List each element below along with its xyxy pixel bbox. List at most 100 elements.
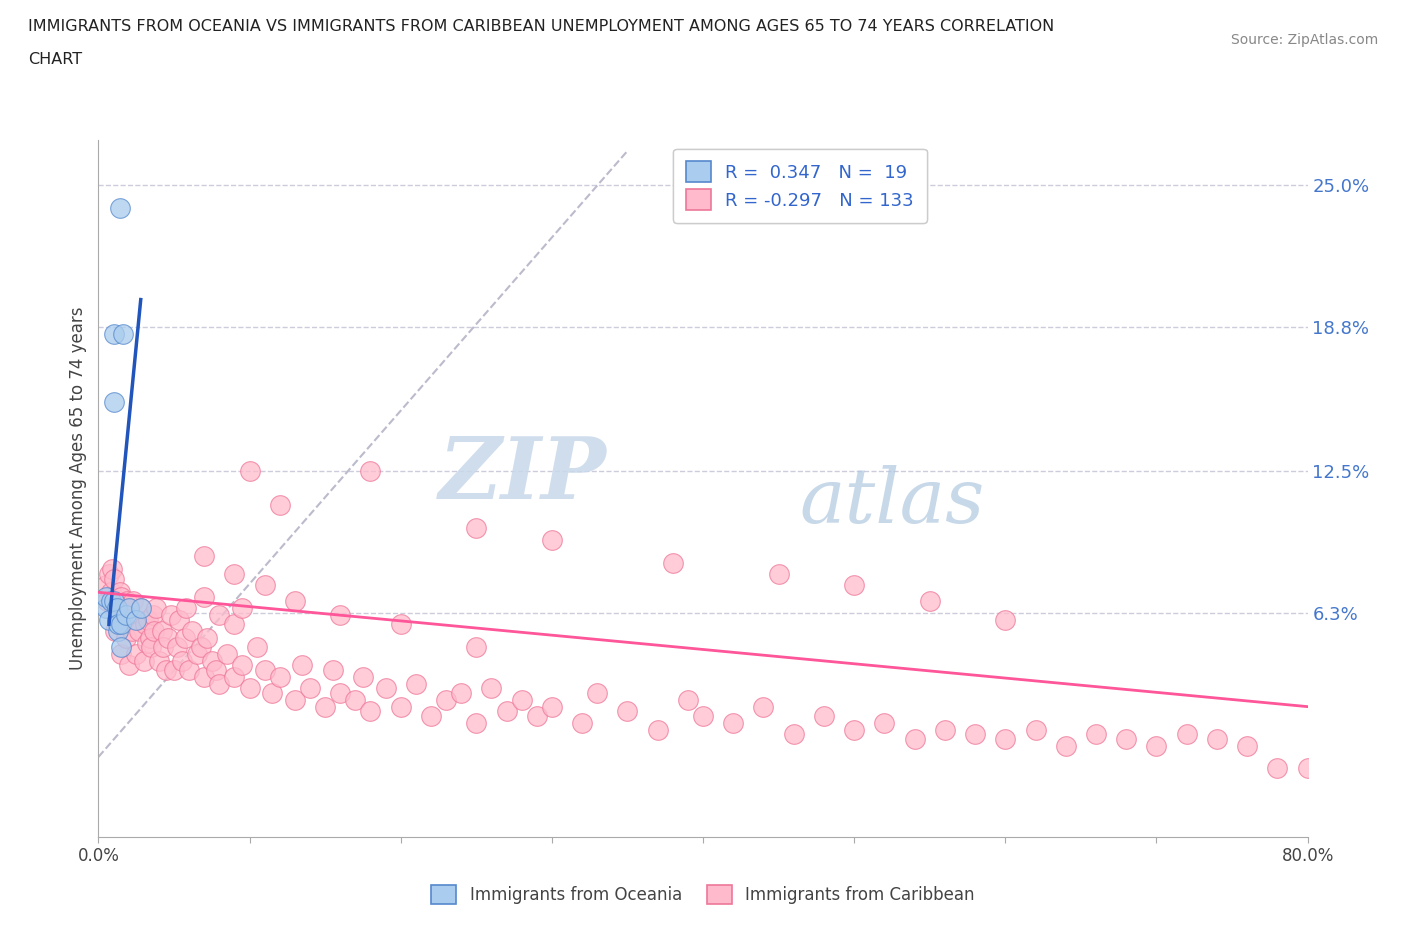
Point [616, 704, 638, 719]
Point [186, 646, 208, 661]
Point [94, 601, 117, 616]
Point [100, 594, 122, 609]
Point [193, 549, 215, 564]
Point [1206, 731, 1229, 746]
Point [163, 662, 186, 677]
Point [215, 646, 238, 661]
Point [152, 640, 174, 655]
Point [139, 631, 162, 645]
Point [114, 607, 136, 622]
Point [150, 624, 173, 639]
Legend: R =  0.347   N =  19, R = -0.297   N = 133: R = 0.347 N = 19, R = -0.297 N = 133 [673, 149, 927, 223]
Point [352, 670, 374, 684]
Point [965, 726, 987, 741]
Point [844, 722, 866, 737]
Point [103, 326, 125, 341]
Point [134, 617, 156, 631]
Point [314, 699, 336, 714]
Point [205, 662, 228, 677]
Point [201, 654, 224, 669]
Point [420, 709, 443, 724]
Point [103, 601, 125, 616]
Point [1357, 784, 1379, 799]
Point [148, 654, 170, 669]
Point [129, 601, 152, 616]
Point [125, 646, 148, 661]
Point [128, 624, 150, 639]
Point [115, 594, 138, 609]
Point [269, 670, 291, 684]
Point [105, 601, 128, 616]
Point [110, 640, 132, 655]
Point [239, 681, 262, 696]
Point [510, 692, 533, 707]
Point [540, 699, 562, 714]
Point [783, 726, 806, 741]
Point [224, 566, 246, 581]
Point [224, 670, 246, 684]
Point [100, 585, 122, 600]
Point [904, 731, 927, 746]
Point [103, 594, 125, 609]
Point [1175, 726, 1198, 741]
Point [122, 594, 145, 609]
Point [662, 555, 685, 570]
Point [1054, 738, 1077, 753]
Point [107, 624, 129, 639]
Y-axis label: Unemployment Among Ages 65 to 74 years: Unemployment Among Ages 65 to 74 years [69, 307, 87, 670]
Point [994, 612, 1017, 627]
Point [118, 601, 141, 616]
Point [246, 640, 269, 655]
Point [111, 326, 134, 341]
Point [141, 640, 163, 655]
Point [676, 692, 699, 707]
Point [344, 692, 367, 707]
Point [108, 585, 131, 600]
Point [844, 578, 866, 593]
Point [918, 594, 941, 609]
Point [1144, 738, 1167, 753]
Point [374, 681, 396, 696]
Point [105, 612, 128, 627]
Point [647, 722, 669, 737]
Point [1267, 761, 1289, 776]
Point [167, 612, 190, 627]
Point [110, 590, 132, 604]
Point [284, 692, 307, 707]
Point [329, 685, 352, 700]
Point [107, 612, 129, 627]
Point [299, 681, 322, 696]
Point [768, 566, 790, 581]
Point [208, 607, 231, 622]
Point [98, 612, 121, 627]
Point [1296, 761, 1319, 776]
Point [155, 662, 177, 677]
Point [239, 464, 262, 479]
Point [121, 624, 143, 639]
Point [142, 607, 165, 622]
Point [193, 590, 215, 604]
Point [94, 578, 117, 593]
Point [108, 201, 131, 216]
Point [1236, 738, 1258, 753]
Point [103, 395, 125, 410]
Point [231, 601, 253, 616]
Point [269, 498, 291, 512]
Point [195, 631, 218, 645]
Point [434, 692, 457, 707]
Point [934, 722, 956, 737]
Point [156, 631, 179, 645]
Point [112, 601, 135, 616]
Point [450, 685, 472, 700]
Point [118, 658, 141, 673]
Point [107, 617, 129, 631]
Point [495, 704, 517, 719]
Point [813, 709, 835, 724]
Point [145, 601, 167, 616]
Point [94, 590, 117, 604]
Legend: Immigrants from Oceania, Immigrants from Caribbean: Immigrants from Oceania, Immigrants from… [423, 876, 983, 912]
Point [1085, 726, 1108, 741]
Point [389, 699, 412, 714]
Point [231, 658, 253, 673]
Point [96, 594, 118, 609]
